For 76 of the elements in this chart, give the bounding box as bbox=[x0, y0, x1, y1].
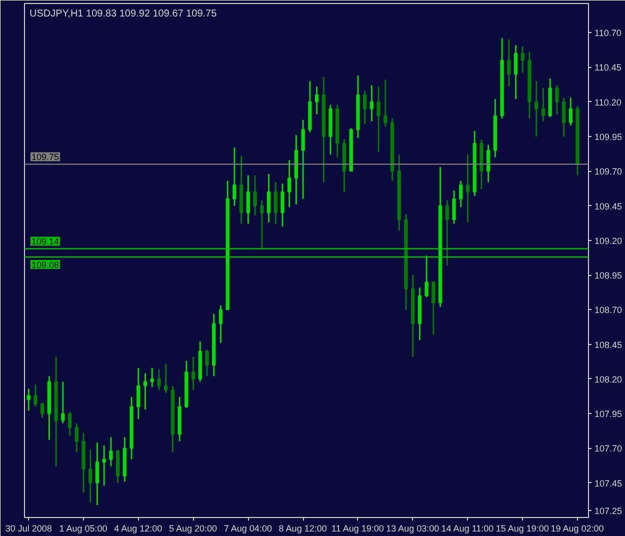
candlestick bbox=[288, 159, 292, 208]
x-tick-label: 5 Aug 20:00 bbox=[169, 524, 218, 534]
candlestick bbox=[301, 119, 305, 200]
y-tick-label: 109.45 bbox=[594, 201, 622, 212]
candlestick bbox=[164, 363, 168, 394]
candlestick bbox=[88, 448, 92, 503]
ref-line-label: 109.14 bbox=[32, 236, 60, 247]
candlestick bbox=[253, 174, 257, 216]
y-tick-label: 110.70 bbox=[594, 28, 622, 38]
x-tick-label: 14 Aug 11:00 bbox=[441, 524, 494, 534]
candlestick bbox=[562, 97, 566, 138]
x-tick-label: 8 Aug 12:00 bbox=[278, 524, 327, 534]
candlestick bbox=[445, 200, 449, 266]
x-tick-label: 19 Aug 02:00 bbox=[550, 524, 604, 534]
candlestick bbox=[260, 200, 264, 250]
ref-line-label: 109.08 bbox=[32, 260, 60, 270]
candlestick bbox=[432, 281, 436, 336]
candlestick bbox=[274, 182, 278, 224]
candlestick bbox=[514, 44, 518, 100]
x-tick-label: 1 Aug 05:00 bbox=[59, 524, 108, 534]
candlestick bbox=[534, 80, 538, 138]
candlestick bbox=[102, 444, 106, 486]
candlestick bbox=[136, 367, 140, 420]
candlestick bbox=[507, 38, 511, 88]
y-tick-label: 109.20 bbox=[594, 236, 622, 246]
candlestick bbox=[40, 402, 44, 418]
text: USDJPY,H1 109.83 109.92 109.67 109.75 bbox=[30, 8, 218, 20]
candlestick bbox=[266, 173, 271, 224]
x-tick-label: 30 Jul 2008 bbox=[5, 524, 52, 534]
candlestick bbox=[34, 384, 38, 408]
y-tick-label: 108.20 bbox=[594, 374, 622, 384]
candlestick bbox=[466, 154, 470, 224]
candlestick bbox=[520, 46, 524, 74]
candlestick bbox=[205, 349, 209, 377]
y-tick-label: 108.95 bbox=[594, 270, 622, 281]
candlestick bbox=[452, 190, 456, 224]
x-tick-label: 15 Aug 19:00 bbox=[496, 524, 549, 534]
candlestick bbox=[314, 86, 319, 116]
candlestick bbox=[218, 304, 223, 344]
candlestick bbox=[568, 97, 572, 126]
candlestick bbox=[384, 79, 388, 128]
candlestick bbox=[109, 436, 113, 467]
candlestick bbox=[541, 87, 546, 122]
y-tick-label: 110.45 bbox=[594, 62, 622, 73]
candlestick bbox=[26, 388, 30, 412]
candlestick bbox=[424, 254, 428, 298]
candlestick bbox=[459, 180, 463, 208]
candlestick bbox=[143, 372, 148, 410]
y-tick-label: 107.70 bbox=[594, 444, 622, 454]
y-tick-label: 108.45 bbox=[594, 340, 622, 350]
y-tick-label: 109.70 bbox=[594, 166, 622, 177]
y-tick-label: 107.95 bbox=[594, 409, 622, 420]
candlestick bbox=[191, 356, 196, 391]
candlestick bbox=[61, 381, 65, 424]
x-tick-label: 7 Aug 04:00 bbox=[224, 524, 272, 534]
y-tick-label: 109.95 bbox=[594, 132, 622, 142]
candlestick bbox=[370, 84, 374, 122]
x-tick-label: 13 Aug 03:00 bbox=[386, 524, 440, 534]
candlestick bbox=[157, 368, 161, 391]
x-tick-label: 4 Aug 12:00 bbox=[114, 524, 162, 534]
y-tick-label: 108.70 bbox=[594, 305, 622, 316]
candlestick bbox=[280, 182, 284, 228]
candlestick bbox=[362, 90, 367, 125]
candlestick bbox=[74, 422, 78, 454]
candlestick bbox=[376, 86, 380, 152]
y-tick-label: 107.25 bbox=[594, 506, 622, 516]
y-tick-label: 110.20 bbox=[594, 97, 622, 108]
candlestick bbox=[232, 146, 236, 206]
candlestick bbox=[246, 174, 250, 224]
candlestick bbox=[68, 412, 72, 436]
y-tick-label: 107.45 bbox=[594, 478, 622, 488]
candlestick bbox=[150, 367, 154, 388]
x-tick-label: 11 Aug 19:00 bbox=[332, 524, 384, 534]
ref-line-label: 109.75 bbox=[32, 152, 60, 162]
candlestick bbox=[95, 442, 100, 506]
candlestick bbox=[555, 84, 559, 116]
